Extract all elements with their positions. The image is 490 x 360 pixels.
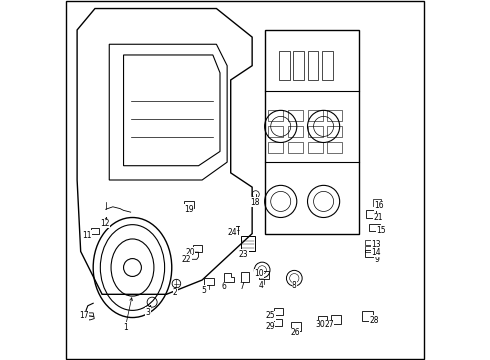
Bar [274,308,283,315]
Text: 4: 4 [259,281,264,290]
Text: 1: 1 [123,323,128,332]
Text: 25: 25 [266,311,275,320]
Bar [288,142,303,153]
Bar [288,126,303,137]
Text: 11: 11 [82,231,92,240]
Bar [204,278,214,285]
Bar [308,110,322,121]
Text: 30: 30 [315,320,325,329]
Text: 23: 23 [239,250,248,259]
Bar [241,272,248,282]
Text: 19: 19 [184,205,194,214]
Bar [308,51,318,80]
Bar [293,51,304,80]
Bar [184,201,194,208]
Text: 12: 12 [100,219,110,228]
Text: 13: 13 [371,240,381,249]
Text: 6: 6 [221,282,226,291]
Bar [308,142,322,153]
Text: 10: 10 [254,269,264,278]
Bar [367,210,376,217]
Text: 27: 27 [324,320,334,329]
Bar [268,110,283,121]
Text: 28: 28 [369,315,379,324]
Bar [327,142,342,153]
Text: 16: 16 [374,201,384,210]
Bar [259,271,270,279]
Text: 20: 20 [185,248,195,257]
Text: 3: 3 [146,308,150,317]
Text: 7: 7 [239,282,244,291]
Text: 29: 29 [265,322,275,331]
Text: 26: 26 [290,328,300,337]
Bar [373,199,381,206]
Bar [268,142,283,153]
Bar [365,247,375,252]
Bar [193,245,202,252]
Text: 14: 14 [371,248,381,257]
Bar [288,110,303,121]
Text: 18: 18 [250,198,260,207]
Text: 2: 2 [173,288,178,297]
Text: 24: 24 [227,228,237,237]
Bar [365,240,373,245]
Bar [369,224,380,231]
Bar [327,110,342,121]
Bar [327,126,342,137]
Text: 21: 21 [373,213,383,222]
Bar [91,228,98,234]
Text: 5: 5 [201,285,206,294]
Bar [279,51,290,80]
Bar [291,322,301,331]
Text: 22: 22 [182,255,191,264]
Bar [362,311,373,321]
Text: 8: 8 [292,281,296,290]
Text: 9: 9 [374,255,379,264]
Text: 17: 17 [79,311,88,320]
Bar [273,319,282,326]
Bar [242,237,255,251]
Bar [318,316,327,324]
Text: 15: 15 [377,225,386,234]
Bar [268,126,283,137]
Bar [308,126,322,137]
Bar [365,249,373,257]
Bar [331,315,342,324]
Bar [322,51,333,80]
